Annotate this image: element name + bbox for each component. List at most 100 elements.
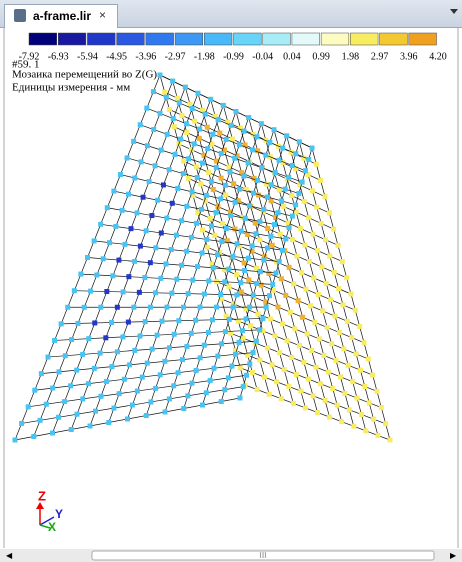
mesh-node [161,182,166,187]
mesh-node [181,305,186,310]
mesh-node [19,421,24,426]
mesh-node [214,165,219,170]
mesh-node [289,355,294,360]
legend-swatch [292,33,320,45]
legend-swatch [380,33,408,45]
mesh-node [228,213,233,218]
legend-label: 4.20 [429,51,447,62]
mesh-node [151,89,156,94]
mesh-node [131,139,136,144]
mesh-node [267,140,272,145]
mesh-node [184,121,189,126]
mesh-node [184,204,189,209]
mesh-node [219,399,224,404]
mesh-node [359,412,364,417]
mesh-node [151,127,156,132]
mesh-node [190,106,195,111]
mesh-node [255,178,260,183]
mesh-node [230,137,235,142]
mesh-node [284,133,289,138]
mesh-node [176,318,181,323]
mesh-node [258,269,263,274]
mesh-node [205,125,210,130]
mesh-node [52,338,57,343]
mesh-node [342,391,347,396]
legend-swatch [263,33,291,45]
legend-label: -0.99 [223,51,244,62]
h-scrollbar[interactable]: ◀ ▶ III [0,549,462,562]
mesh-node [195,175,200,180]
mesh-node [327,254,332,259]
mesh-node [349,335,354,340]
mesh-node [312,320,317,325]
mesh-node [164,95,169,100]
mesh-node [287,265,292,270]
mesh-node [298,226,303,231]
mesh-node [57,369,62,374]
mesh-node [144,106,149,111]
mesh-node [98,222,103,227]
mesh-node [171,383,176,388]
mesh-node [132,176,137,181]
mesh-node [370,373,375,378]
mesh-node [314,205,319,210]
mesh-node [344,275,349,280]
mesh-node [122,377,127,382]
mesh-node [257,237,262,242]
mesh-node [206,330,211,335]
mesh-node [303,405,308,410]
mesh-node [192,119,197,124]
mesh-node [44,402,49,407]
axis-triad: Z Y X [36,488,63,534]
mesh-node [85,255,90,260]
result-units: Единицы измерения - мм [12,82,130,94]
mesh-node [375,389,380,394]
mesh-node [39,371,44,376]
mesh-node [246,160,251,165]
mesh-node [172,124,177,129]
legend-label: 0.04 [283,51,301,62]
mesh-node [268,234,273,239]
mesh-node [254,281,259,286]
mesh-node [148,399,153,404]
mesh-node [274,271,279,276]
mesh-node [279,396,284,401]
mesh-node [371,417,376,422]
legend-label: -0.04 [252,51,273,62]
mesh-node [234,292,239,297]
mesh-node [189,235,194,240]
mesh-node [347,407,352,412]
mesh-node [209,223,214,228]
legend-swatch [350,33,378,45]
mesh-node [229,123,234,128]
mesh-node [150,347,155,352]
mesh-node [120,208,125,213]
mesh-node [270,243,275,248]
mesh-node [366,356,371,361]
mesh-node [357,324,362,329]
mesh-node [219,239,224,244]
mesh-node [218,196,223,201]
mesh-node [109,320,114,325]
mesh-node [292,326,297,331]
mesh-node [253,221,258,226]
mesh-node [255,387,260,392]
scroll-right[interactable]: ▶ [450,551,457,560]
mesh-node [148,260,153,265]
legend-label: -4.95 [106,51,127,62]
mesh-node [325,325,330,330]
mesh-node [195,264,200,269]
mesh-node [234,272,239,277]
mesh-node [233,200,238,205]
mesh-node [251,350,256,355]
mesh-node [189,331,194,336]
mesh-node [86,381,91,386]
mesh-node [115,349,120,354]
mesh-node [159,230,164,235]
mesh-node [50,386,55,391]
mesh-node [169,291,174,296]
mesh-node [139,159,144,164]
mesh-node [239,289,244,294]
scroll-left[interactable]: ◀ [6,551,13,560]
mesh-node [237,142,242,147]
